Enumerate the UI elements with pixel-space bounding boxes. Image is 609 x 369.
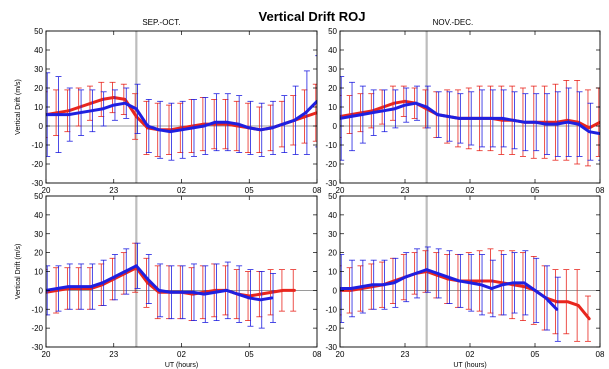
y-tick-label: -20 xyxy=(325,160,337,169)
x-tick-label: 02 xyxy=(466,350,475,359)
y-tick-label: 40 xyxy=(328,211,337,220)
y-tick-label: 30 xyxy=(34,65,43,74)
panel-label: SEP.-OCT. xyxy=(142,18,180,27)
y-tick-label: -10 xyxy=(31,305,43,314)
y-tick-label: 30 xyxy=(328,230,337,239)
y-tick-label: 40 xyxy=(34,46,43,55)
series-blue xyxy=(46,55,317,161)
y-tick-label: 10 xyxy=(34,103,43,112)
y-tick-label: 0 xyxy=(39,286,44,295)
panel-4: -30 -20 -10 0 10 20 30 40 50 20 23 02 05 08 UT (hours) xyxy=(325,192,605,369)
y-tick-label: -20 xyxy=(325,324,337,333)
x-tick-label: 05 xyxy=(245,350,254,359)
plot-area xyxy=(46,196,317,347)
x-tick-label: 23 xyxy=(401,350,410,359)
x-tick-label: 23 xyxy=(109,186,118,195)
x-tick-label: 02 xyxy=(177,350,186,359)
y-tick-label: 10 xyxy=(328,103,337,112)
axes-frame xyxy=(339,195,601,348)
x-tick-label: 02 xyxy=(177,186,186,195)
series-line xyxy=(340,268,559,311)
x-tick-label: 08 xyxy=(596,186,605,195)
y-tick-label: -30 xyxy=(325,179,337,188)
panel-3: -30 -20 -10 0 10 20 30 40 50 20 23 02 05 08 Vertical D… xyxy=(15,192,322,369)
y-tick-label: -30 xyxy=(31,343,43,352)
series-red xyxy=(46,81,317,157)
panel-1: -30 -20 -10 0 10 20 30 40 50 20 23 02 05 08 SEP.-OCT. V… xyxy=(15,18,322,195)
x-axis-label: UT (hours) xyxy=(453,362,486,369)
y-tick-label: 50 xyxy=(328,192,337,201)
panel-label: NOV.-DEC. xyxy=(433,18,474,27)
y-tick-label: 10 xyxy=(34,268,43,277)
series-blue xyxy=(340,76,600,161)
y-tick-label: 50 xyxy=(34,27,43,36)
y-tick-label: 40 xyxy=(34,211,43,220)
y-tick-label: 0 xyxy=(333,122,338,131)
y-tick-label: 20 xyxy=(34,84,43,93)
x-tick-label: 08 xyxy=(596,350,605,359)
y-tick-label: 0 xyxy=(39,122,44,131)
x-tick-label: 05 xyxy=(245,186,254,195)
series-line xyxy=(46,99,317,134)
x-tick-label: 08 xyxy=(313,350,322,359)
y-tick-label: -10 xyxy=(325,305,337,314)
axes-frame xyxy=(45,195,318,348)
x-tick-label: 08 xyxy=(313,186,322,195)
x-tick-label: 20 xyxy=(336,186,345,195)
y-tick-label: 10 xyxy=(328,268,337,277)
y-tick-label: -20 xyxy=(31,324,43,333)
plot-area xyxy=(46,31,317,183)
y-tick-label: 50 xyxy=(34,192,43,201)
x-tick-label: 20 xyxy=(336,350,345,359)
x-tick-label: 02 xyxy=(466,186,475,195)
series-blue xyxy=(46,242,277,329)
axes-frame xyxy=(45,30,318,184)
series-blue xyxy=(340,246,561,342)
y-tick-label: 50 xyxy=(328,27,337,36)
y-tick-label: 30 xyxy=(34,230,43,239)
y-tick-label: 0 xyxy=(333,286,338,295)
x-tick-label: 20 xyxy=(42,186,51,195)
main-title: Vertical Drift ROJ xyxy=(259,9,366,24)
x-tick-label: 20 xyxy=(42,350,51,359)
x-tick-label: 23 xyxy=(109,350,118,359)
x-tick-label: 23 xyxy=(401,186,410,195)
series-line xyxy=(340,101,600,136)
series-line xyxy=(46,264,274,302)
y-tick-label: -20 xyxy=(31,160,43,169)
y-tick-label: 30 xyxy=(328,65,337,74)
y-tick-label: 20 xyxy=(328,249,337,258)
y-tick-label: -30 xyxy=(31,179,43,188)
y-tick-label: -10 xyxy=(325,141,337,150)
y-tick-label: -30 xyxy=(325,343,337,352)
series-line xyxy=(340,270,591,321)
y-tick-label: -10 xyxy=(31,141,43,150)
y-tick-label: 20 xyxy=(328,84,337,93)
x-tick-label: 05 xyxy=(531,186,540,195)
y-axis-label: Vertical Drift (m/s) xyxy=(15,79,22,135)
plot-area xyxy=(340,31,600,183)
x-axis-label: UT (hours) xyxy=(165,362,198,369)
panel-2: -30 -20 -10 0 10 20 30 40 50 20 23 02 05 08 NOV.-DEC. xyxy=(325,18,605,195)
plot-area xyxy=(340,196,600,347)
y-tick-label: 40 xyxy=(328,46,337,55)
y-tick-label: 20 xyxy=(34,249,43,258)
x-tick-label: 05 xyxy=(531,350,540,359)
y-axis-label: Vertical Drift (m/s) xyxy=(15,244,22,300)
